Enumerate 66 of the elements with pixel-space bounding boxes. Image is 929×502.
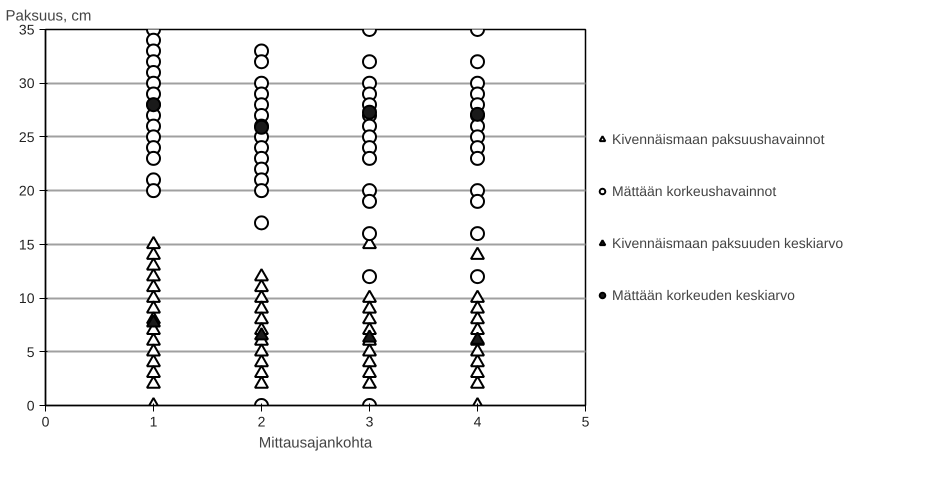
point xyxy=(362,226,377,242)
point xyxy=(254,311,269,324)
point xyxy=(362,54,377,70)
y-tick-label: 5 xyxy=(26,344,35,360)
point xyxy=(146,268,161,282)
x-tick-label: 4 xyxy=(474,414,482,430)
y-tick-label: 10 xyxy=(18,290,35,306)
y-tick-label: 15 xyxy=(18,236,35,252)
point xyxy=(254,54,269,70)
point xyxy=(362,269,377,284)
y-axis-title: Paksuus, cm xyxy=(6,8,92,24)
point xyxy=(362,343,377,357)
point xyxy=(146,278,161,292)
point xyxy=(254,183,269,198)
point xyxy=(470,311,485,324)
point xyxy=(362,300,377,314)
point xyxy=(254,278,269,292)
legend-label: Mättään korkeuden keskiarvo xyxy=(612,287,795,303)
legend-label: Mättään korkeushavainnot xyxy=(612,183,776,199)
point xyxy=(254,268,269,282)
point xyxy=(146,236,161,250)
y-tick-label: 35 xyxy=(18,22,35,38)
point xyxy=(362,150,377,166)
y-tick-label: 20 xyxy=(18,182,35,199)
point xyxy=(254,364,269,378)
point xyxy=(146,183,161,198)
x-axis-title: Mittausajankohta xyxy=(258,434,373,452)
point xyxy=(470,194,485,209)
point xyxy=(470,364,485,378)
point xyxy=(470,150,485,166)
point xyxy=(362,311,377,324)
point xyxy=(362,364,377,378)
y-tick-label: 25 xyxy=(18,128,35,145)
point xyxy=(146,343,161,357)
point xyxy=(470,54,485,70)
point xyxy=(362,104,377,120)
point xyxy=(362,290,377,303)
point xyxy=(254,343,269,357)
x-tick-label: 3 xyxy=(366,414,374,430)
legend-label: Kivennäismaan paksuushavainnot xyxy=(612,131,824,147)
y-tick-label: 0 xyxy=(26,398,35,414)
point xyxy=(254,300,269,314)
point xyxy=(146,314,161,328)
x-tick-label: 0 xyxy=(42,414,50,430)
point xyxy=(470,322,485,336)
point xyxy=(146,150,161,166)
point xyxy=(146,364,161,378)
legend-label: Kivennäismaan paksuuden keskiarvo xyxy=(612,235,844,251)
point xyxy=(470,226,485,242)
point xyxy=(362,194,377,209)
x-tick-label: 5 xyxy=(582,414,590,430)
point xyxy=(470,269,485,284)
point xyxy=(254,215,269,230)
point xyxy=(254,327,269,340)
point xyxy=(470,300,485,314)
point xyxy=(254,290,269,303)
point xyxy=(146,290,161,303)
point xyxy=(362,329,377,343)
y-tick-label: 30 xyxy=(18,75,35,92)
x-tick-label: 2 xyxy=(258,414,266,430)
point xyxy=(470,290,485,303)
point xyxy=(146,246,161,260)
point xyxy=(146,257,161,271)
x-tick-label: 1 xyxy=(150,414,158,430)
point xyxy=(146,300,161,314)
point xyxy=(470,246,485,260)
